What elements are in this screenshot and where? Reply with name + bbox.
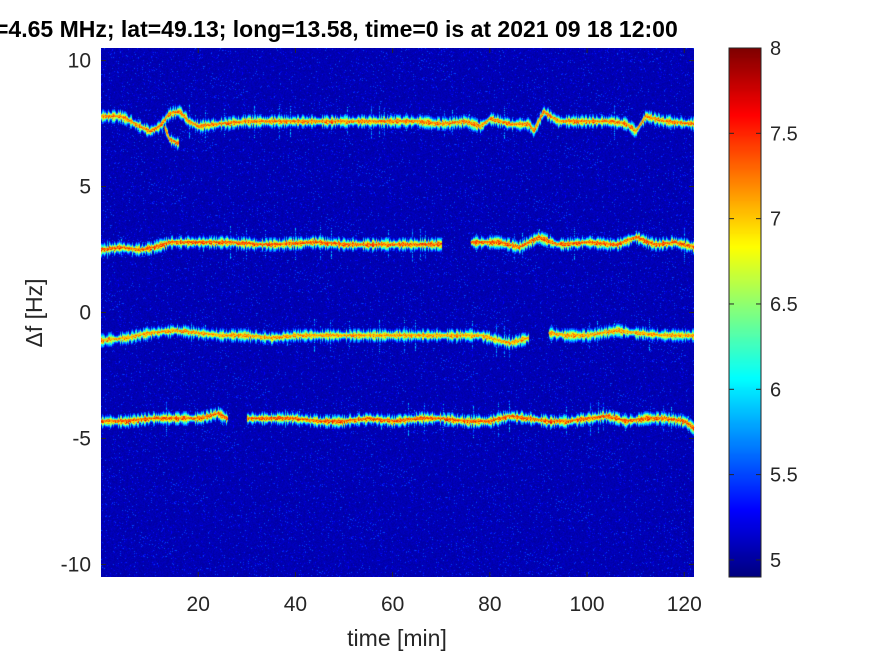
colorbar-tick-label: 7.5 bbox=[770, 123, 798, 145]
colorbar-tick-label: 5 bbox=[770, 550, 781, 572]
colorbar-gradient bbox=[729, 48, 761, 577]
colorbar-tick-label: 7 bbox=[770, 209, 781, 231]
trace-4-segment-2 bbox=[246, 414, 695, 430]
x-tick-label: 40 bbox=[284, 593, 307, 616]
trace-2-segment-1 bbox=[100, 240, 442, 251]
spectrogram-traces bbox=[100, 109, 695, 430]
y-tick-label: 0 bbox=[79, 302, 91, 325]
y-tick-label: 5 bbox=[79, 176, 91, 199]
chart-title: =4.65 MHz; lat=49.13; long=13.58, time=0… bbox=[0, 16, 678, 42]
spectrogram-image bbox=[101, 48, 694, 577]
x-tick-label: 120 bbox=[667, 593, 702, 616]
y-axis-label: Δf [Hz] bbox=[21, 278, 47, 347]
trace-2-segment-2 bbox=[470, 235, 695, 249]
colorbar-ticks: 8 7.5 7 6.5 6 5.5 5 bbox=[729, 38, 798, 572]
y-axis: 10 5 0 -5 -10 bbox=[61, 50, 694, 576]
x-tick-label: 20 bbox=[187, 593, 210, 616]
x-axis-label: time [min] bbox=[347, 625, 447, 651]
colorbar-tick-label: 5.5 bbox=[770, 465, 798, 487]
trace-3-segment-1 bbox=[100, 329, 529, 344]
trace-1-segment-2 bbox=[163, 125, 180, 145]
colorbar-tick-label: 8 bbox=[770, 38, 781, 60]
colorbar-tick-label: 6.5 bbox=[770, 294, 798, 316]
trace-3-segment-2 bbox=[548, 329, 694, 337]
y-tick-label: -5 bbox=[72, 427, 91, 450]
trace-1-segment-1 bbox=[101, 109, 695, 134]
x-tick-label: 80 bbox=[478, 593, 501, 616]
x-tick-label: 100 bbox=[570, 593, 605, 616]
colorbar: 8 7.5 7 6.5 6 5.5 5 bbox=[728, 38, 798, 578]
plot-area bbox=[100, 48, 695, 577]
x-tick-label: 60 bbox=[381, 593, 404, 616]
y-tick-label: 10 bbox=[68, 50, 91, 73]
colorbar-tick-label: 6 bbox=[770, 379, 781, 401]
y-tick-label: -10 bbox=[61, 553, 91, 576]
trace-4-segment-1 bbox=[101, 412, 228, 422]
x-axis: 20 40 60 80 100 120 bbox=[187, 48, 702, 616]
colorbar-border bbox=[728, 47, 762, 578]
